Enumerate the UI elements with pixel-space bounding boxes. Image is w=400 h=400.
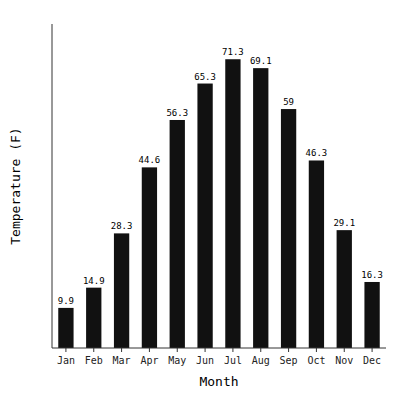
bar bbox=[170, 120, 185, 348]
x-tick-label: Dec bbox=[363, 355, 381, 366]
x-tick-label: Apr bbox=[140, 355, 158, 366]
data-label: 71.3 bbox=[222, 47, 244, 57]
x-tick bbox=[65, 348, 66, 352]
bar bbox=[142, 167, 157, 348]
x-tick-label: Feb bbox=[85, 355, 103, 366]
x-tick-label: Jan bbox=[57, 355, 75, 366]
bar bbox=[281, 109, 296, 348]
bar bbox=[58, 308, 73, 348]
chart: Jan Feb Mar Apr May Jun Jul Aug Sep Oct Nov Dec 9.9 1… bbox=[0, 0, 400, 400]
data-label: 44.6 bbox=[139, 155, 161, 165]
x-tick bbox=[177, 348, 178, 352]
x-tick-label: Jul bbox=[224, 355, 242, 366]
bar bbox=[86, 288, 101, 348]
x-tick-label: Mar bbox=[113, 355, 131, 366]
x-tick bbox=[372, 348, 373, 352]
x-tick bbox=[93, 348, 94, 352]
bars bbox=[58, 59, 379, 348]
y-axis-label: Temperature (F) bbox=[8, 127, 23, 244]
x-tick-label: Jun bbox=[196, 355, 214, 366]
x-axis-line bbox=[52, 348, 386, 349]
data-label: 14.9 bbox=[83, 276, 105, 286]
bar bbox=[114, 233, 129, 348]
data-label: 9.9 bbox=[58, 296, 74, 306]
bar bbox=[337, 230, 352, 348]
data-label: 46.3 bbox=[306, 148, 328, 158]
x-tick bbox=[149, 348, 150, 352]
bar bbox=[225, 59, 240, 348]
x-tick-label: Aug bbox=[252, 355, 270, 366]
x-tick bbox=[121, 348, 122, 352]
data-label: 28.3 bbox=[111, 221, 133, 231]
chart-container: Jan Feb Mar Apr May Jun Jul Aug Sep Oct Nov Dec 9.9 1… bbox=[0, 0, 400, 400]
bar bbox=[309, 160, 324, 348]
x-tick bbox=[316, 348, 317, 352]
x-tick bbox=[344, 348, 345, 352]
data-label: 29.1 bbox=[333, 218, 355, 228]
bar bbox=[364, 282, 379, 348]
data-label: 16.3 bbox=[361, 270, 383, 280]
data-label: 56.3 bbox=[166, 108, 188, 118]
x-axis-label: Month bbox=[199, 374, 238, 389]
x-tick-label: May bbox=[168, 355, 186, 366]
x-tick bbox=[205, 348, 206, 352]
x-tick-label: Oct bbox=[307, 355, 325, 366]
y-axis-line bbox=[52, 24, 53, 348]
x-tick bbox=[232, 348, 233, 352]
bar bbox=[197, 84, 212, 348]
x-tick bbox=[260, 348, 261, 352]
data-label: 59 bbox=[283, 97, 294, 107]
x-tick-label: Nov bbox=[335, 355, 353, 366]
data-label: 69.1 bbox=[250, 56, 272, 66]
bar bbox=[253, 68, 268, 348]
data-label: 65.3 bbox=[194, 72, 216, 82]
x-tick bbox=[288, 348, 289, 352]
x-tick-label: Sep bbox=[280, 355, 298, 366]
